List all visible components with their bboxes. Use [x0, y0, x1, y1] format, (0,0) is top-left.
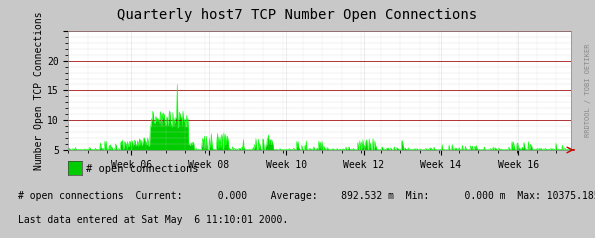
Y-axis label: Number Open TCP Connections: Number Open TCP Connections	[34, 11, 44, 170]
Text: # open connections: # open connections	[86, 164, 199, 174]
Text: # open connections  Current:      0.000    Average:    892.532 m  Min:      0.00: # open connections Current: 0.000 Averag…	[18, 191, 595, 201]
Text: RRDTOOL / TOBI OETIKER: RRDTOOL / TOBI OETIKER	[585, 44, 591, 137]
Text: Last data entered at Sat May  6 11:10:01 2000.: Last data entered at Sat May 6 11:10:01 …	[18, 215, 288, 225]
Text: Quarterly host7 TCP Number Open Connections: Quarterly host7 TCP Number Open Connecti…	[117, 8, 478, 22]
